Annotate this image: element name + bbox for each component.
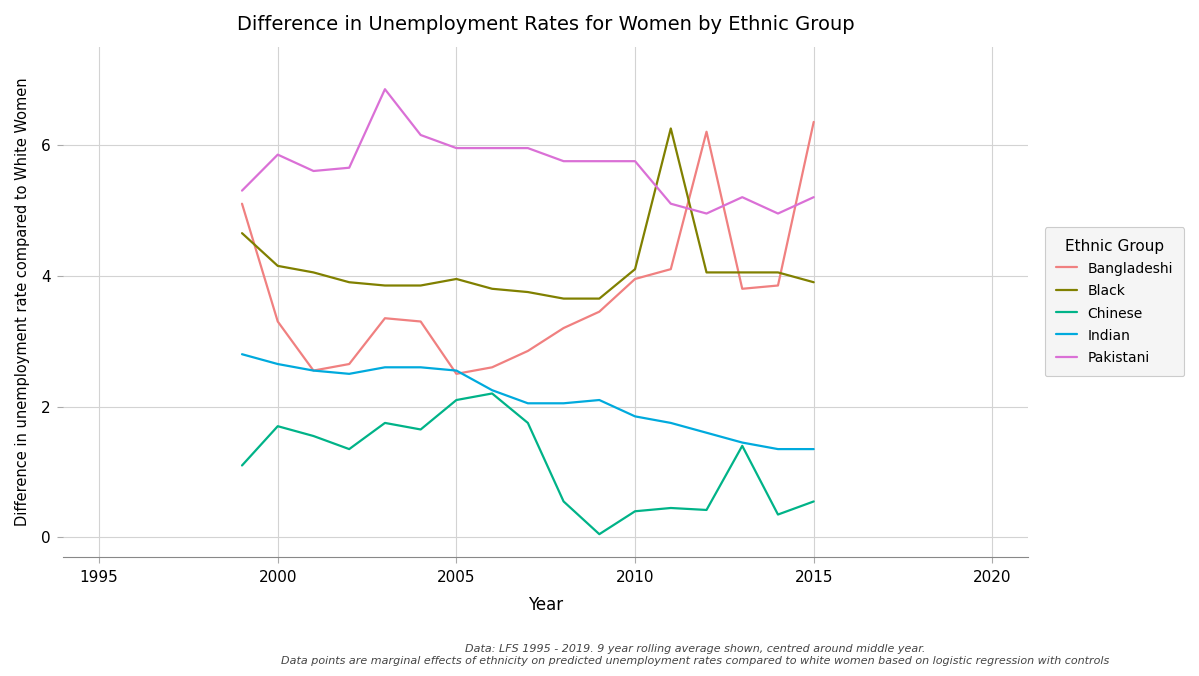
Indian: [699, 429, 713, 437]
Pakistani: [628, 157, 643, 165]
Indian: [520, 400, 535, 408]
Chinese: [414, 425, 428, 433]
Chinese: [484, 389, 499, 397]
Pakistani: [306, 167, 320, 175]
Black: [592, 295, 607, 303]
Black: [699, 268, 713, 276]
Bangladeshi: [807, 118, 821, 126]
Text: Data: LFS 1995 - 2019. 9 year rolling average shown, centred around middle year.: Data: LFS 1995 - 2019. 9 year rolling av…: [282, 644, 1109, 666]
Pakistani: [484, 144, 499, 152]
Line: Black: Black: [242, 128, 814, 299]
Bangladeshi: [771, 281, 785, 289]
Black: [628, 265, 643, 273]
Indian: [306, 366, 320, 375]
Black: [378, 281, 392, 289]
Bangladeshi: [735, 285, 749, 293]
Indian: [450, 366, 464, 375]
Black: [807, 279, 821, 287]
Pakistani: [663, 199, 677, 208]
Indian: [735, 439, 749, 447]
Indian: [592, 396, 607, 404]
Bangladeshi: [414, 318, 428, 326]
Bangladeshi: [628, 275, 643, 283]
Indian: [556, 400, 571, 408]
Chinese: [663, 504, 677, 512]
Indian: [663, 419, 677, 427]
Line: Chinese: Chinese: [242, 393, 814, 534]
Black: [306, 268, 320, 276]
Chinese: [556, 498, 571, 506]
Bangladeshi: [663, 265, 677, 273]
Bangladeshi: [306, 366, 320, 375]
Chinese: [306, 432, 320, 440]
Pakistani: [699, 210, 713, 218]
Bangladeshi: [556, 324, 571, 332]
Chinese: [592, 530, 607, 538]
Chinese: [235, 462, 249, 470]
X-axis label: Year: Year: [529, 596, 564, 614]
Chinese: [450, 396, 464, 404]
Indian: [271, 360, 285, 368]
Chinese: [628, 507, 643, 515]
Bangladeshi: [378, 314, 392, 322]
Chinese: [378, 419, 392, 427]
Y-axis label: Difference in unemployment rate compared to White Women: Difference in unemployment rate compared…: [16, 78, 30, 526]
Pakistani: [771, 210, 785, 218]
Pakistani: [807, 193, 821, 201]
Black: [520, 288, 535, 296]
Line: Pakistani: Pakistani: [242, 89, 814, 214]
Indian: [378, 363, 392, 371]
Black: [663, 124, 677, 132]
Black: [450, 275, 464, 283]
Chinese: [520, 419, 535, 427]
Black: [235, 229, 249, 237]
Pakistani: [342, 164, 356, 172]
Chinese: [699, 506, 713, 514]
Black: [342, 279, 356, 287]
Chinese: [271, 422, 285, 430]
Chinese: [735, 442, 749, 450]
Bangladeshi: [271, 318, 285, 326]
Indian: [414, 363, 428, 371]
Pakistani: [450, 144, 464, 152]
Pakistani: [592, 157, 607, 165]
Pakistani: [414, 131, 428, 139]
Indian: [484, 386, 499, 394]
Black: [771, 268, 785, 276]
Black: [414, 281, 428, 289]
Chinese: [807, 498, 821, 506]
Legend: Bangladeshi, Black, Chinese, Indian, Pakistani: Bangladeshi, Black, Chinese, Indian, Pak…: [1044, 227, 1185, 377]
Bangladeshi: [520, 347, 535, 355]
Bangladeshi: [592, 308, 607, 316]
Bangladeshi: [699, 128, 713, 136]
Indian: [342, 370, 356, 378]
Black: [484, 285, 499, 293]
Pakistani: [378, 85, 392, 93]
Title: Difference in Unemployment Rates for Women by Ethnic Group: Difference in Unemployment Rates for Wom…: [237, 15, 855, 34]
Line: Bangladeshi: Bangladeshi: [242, 122, 814, 374]
Bangladeshi: [235, 199, 249, 208]
Pakistani: [735, 193, 749, 201]
Indian: [807, 445, 821, 453]
Pakistani: [235, 187, 249, 195]
Black: [556, 295, 571, 303]
Indian: [235, 350, 249, 358]
Black: [271, 262, 285, 270]
Chinese: [342, 445, 356, 453]
Indian: [628, 412, 643, 420]
Chinese: [771, 510, 785, 518]
Pakistani: [271, 151, 285, 159]
Bangladeshi: [450, 370, 464, 378]
Indian: [771, 445, 785, 453]
Bangladeshi: [484, 363, 499, 371]
Line: Indian: Indian: [242, 354, 814, 449]
Pakistani: [556, 157, 571, 165]
Pakistani: [520, 144, 535, 152]
Bangladeshi: [342, 360, 356, 368]
Black: [735, 268, 749, 276]
